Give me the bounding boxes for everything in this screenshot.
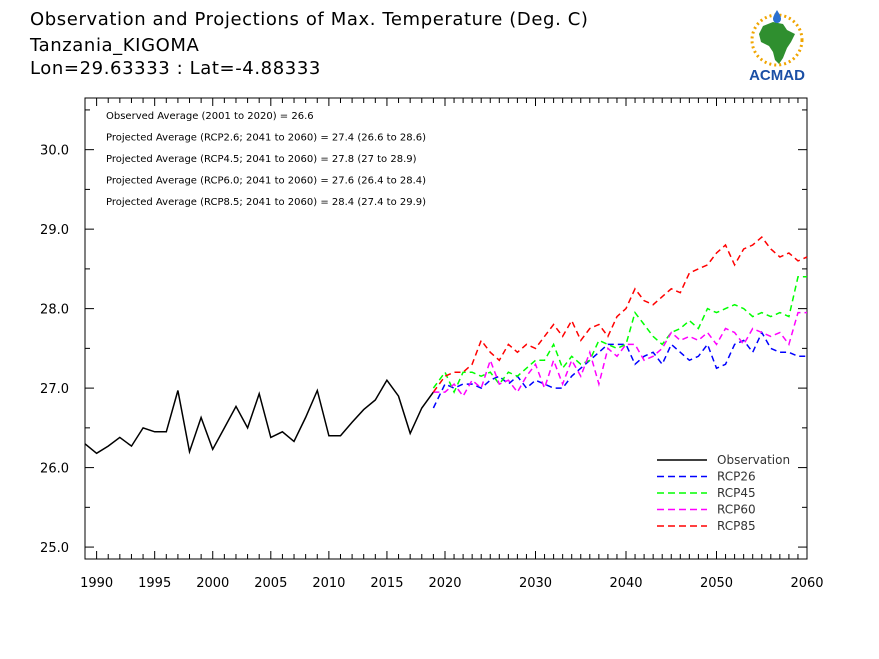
legend-label: RCP45 xyxy=(717,486,756,500)
x-tick-label: 2005 xyxy=(254,576,287,591)
y-axis-labels: 25.0 26.0 27.0 28.0 29.0 30.0 xyxy=(40,144,69,556)
water-drop-icon xyxy=(773,10,781,23)
series-line-rcp60 xyxy=(433,311,807,398)
series-line-observation xyxy=(84,378,435,455)
series-lines xyxy=(84,236,808,455)
station-name: Tanzania_KIGOMA xyxy=(30,35,200,56)
y-tick-label: 28.0 xyxy=(40,303,69,318)
x-axis-labels: 1990 1995 2000 2005 2010 2015 2020 2030 2040 2050… xyxy=(80,576,823,591)
x-tick-label: 2020 xyxy=(428,576,461,591)
legend: Observation RCP26 RCP45 RCP60 RCP85 xyxy=(657,453,790,533)
y-tick-label: 30.0 xyxy=(40,144,69,159)
x-tick-label: 2010 xyxy=(312,576,345,591)
annotation-line: Projected Average (RCP4.5; 2041 to 2060)… xyxy=(106,154,417,165)
plot-frame xyxy=(84,97,808,560)
x-tick-label: 2060 xyxy=(790,576,823,591)
x-tick-label: 1995 xyxy=(138,576,171,591)
annotation-line: Projected Average (RCP6.0; 2041 to 2060)… xyxy=(106,176,426,187)
series-line-rcp85 xyxy=(432,236,808,393)
series-line-rcp26 xyxy=(432,330,807,409)
x-tick-label: 2040 xyxy=(609,576,642,591)
series-line-rcp45 xyxy=(432,276,807,394)
x-tick-label: 2000 xyxy=(196,576,229,591)
y-tick-label: 26.0 xyxy=(40,462,69,477)
y-tick-label: 29.0 xyxy=(40,223,69,238)
legend-label: RCP60 xyxy=(717,503,756,517)
africa-map-icon xyxy=(759,22,795,64)
legend-label: RCP85 xyxy=(717,519,756,533)
x-tick-label: 2030 xyxy=(519,576,552,591)
annotation-line: Projected Average (RCP2.6; 2041 to 2060)… xyxy=(106,133,426,144)
y-tick-label: 27.0 xyxy=(40,382,69,397)
chart-title: Observation and Projections of Max. Temp… xyxy=(30,9,589,30)
x-tick-label: 2050 xyxy=(700,576,733,591)
annotation-line: Observed Average (2001 to 2020) = 26.6 xyxy=(106,111,314,122)
legend-label: Observation xyxy=(717,453,790,467)
annotations: Observed Average (2001 to 2020) = 26.6 Pr… xyxy=(106,111,426,208)
x-tick-label: 1990 xyxy=(80,576,113,591)
annotation-line: Projected Average (RCP8.5; 2041 to 2060)… xyxy=(106,197,426,208)
y-axis-ticks xyxy=(85,109,807,548)
sun-rays-icon xyxy=(750,13,804,67)
x-axis-ticks xyxy=(84,98,808,559)
x-tick-label: 2015 xyxy=(370,576,403,591)
legend-label: RCP26 xyxy=(717,470,756,484)
y-tick-label: 25.0 xyxy=(40,541,69,556)
acmad-logo: ACMAD xyxy=(749,10,805,83)
logo-text: ACMAD xyxy=(749,67,805,83)
coordinates: Lon=29.63333 : Lat=-4.88333 xyxy=(30,58,321,79)
